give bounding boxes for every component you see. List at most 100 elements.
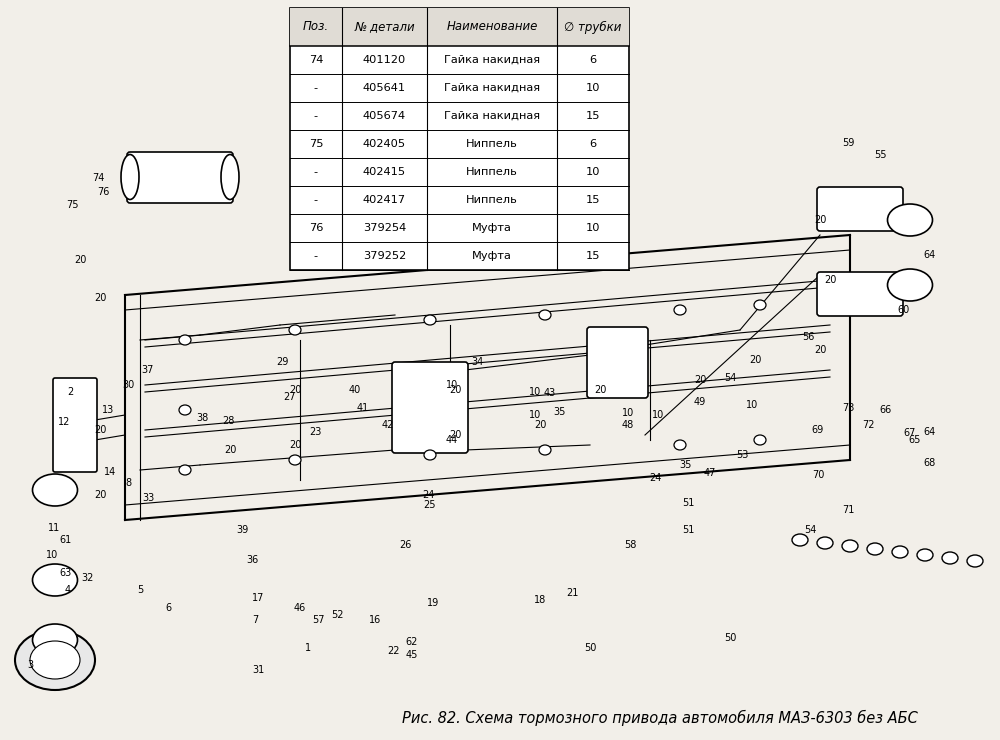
Text: № детали: № детали: [354, 21, 415, 33]
Text: 40: 40: [349, 385, 361, 395]
Text: 66: 66: [879, 405, 891, 415]
Text: 68: 68: [924, 458, 936, 468]
Ellipse shape: [15, 630, 95, 690]
Ellipse shape: [754, 300, 766, 310]
Text: 33: 33: [142, 493, 154, 503]
Text: 20: 20: [94, 293, 106, 303]
Text: Муфта: Муфта: [472, 223, 512, 233]
Text: 47: 47: [704, 468, 716, 478]
Text: 1: 1: [305, 643, 311, 653]
Text: 35: 35: [554, 407, 566, 417]
Text: Наименование: Наименование: [446, 21, 538, 33]
Ellipse shape: [32, 474, 78, 506]
Text: 62: 62: [406, 637, 418, 647]
Text: 45: 45: [406, 650, 418, 660]
Text: 20: 20: [824, 275, 836, 285]
Text: 2: 2: [67, 387, 73, 397]
Text: 20: 20: [814, 345, 826, 355]
Text: 6: 6: [165, 603, 171, 613]
Text: 10: 10: [46, 550, 58, 560]
Text: 20: 20: [94, 425, 106, 435]
Text: 16: 16: [369, 615, 381, 625]
Text: 24: 24: [649, 473, 661, 483]
Text: 6: 6: [589, 55, 597, 65]
Text: 379254: 379254: [363, 223, 406, 233]
Text: 74: 74: [92, 173, 104, 183]
Ellipse shape: [674, 440, 686, 450]
Text: 11: 11: [48, 523, 60, 533]
Text: Муфта: Муфта: [472, 251, 512, 261]
Text: 38: 38: [196, 413, 208, 423]
Text: 35: 35: [679, 460, 691, 470]
Text: 405674: 405674: [363, 111, 406, 121]
Text: 39: 39: [236, 525, 248, 535]
Text: 56: 56: [802, 332, 814, 342]
Text: 59: 59: [842, 138, 854, 148]
FancyBboxPatch shape: [817, 187, 903, 231]
Text: 20: 20: [289, 385, 301, 395]
Text: 20: 20: [94, 490, 106, 500]
Text: 20: 20: [749, 355, 761, 365]
Text: -: -: [314, 251, 318, 261]
Text: 25: 25: [424, 500, 436, 510]
Text: 20: 20: [224, 445, 236, 455]
Text: 64: 64: [924, 427, 936, 437]
Text: 10: 10: [746, 400, 758, 410]
Text: 37: 37: [142, 365, 154, 375]
Ellipse shape: [842, 540, 858, 552]
Text: 69: 69: [812, 425, 824, 435]
Ellipse shape: [179, 465, 191, 475]
Text: 71: 71: [842, 505, 854, 515]
Ellipse shape: [289, 325, 301, 335]
Ellipse shape: [792, 534, 808, 546]
Text: 20: 20: [534, 420, 546, 430]
Text: 54: 54: [804, 525, 816, 535]
Ellipse shape: [817, 537, 833, 549]
Ellipse shape: [539, 310, 551, 320]
Text: 24: 24: [422, 490, 434, 500]
Text: 41: 41: [357, 403, 369, 413]
Text: 10: 10: [652, 410, 664, 420]
Text: 51: 51: [682, 498, 694, 508]
Text: 61: 61: [60, 535, 72, 545]
Text: 21: 21: [566, 588, 578, 598]
Ellipse shape: [892, 546, 908, 558]
Text: -: -: [314, 167, 318, 177]
Text: 29: 29: [276, 357, 288, 367]
Text: Рис. 82. Схема тормозного привода автомобиля МАЗ-6303 без АБС: Рис. 82. Схема тормозного привода автомо…: [402, 710, 918, 726]
Text: 72: 72: [862, 420, 874, 430]
Text: 15: 15: [586, 195, 600, 205]
Text: 28: 28: [222, 416, 234, 426]
Text: 405641: 405641: [363, 83, 406, 93]
Ellipse shape: [917, 549, 933, 561]
Text: 70: 70: [812, 470, 824, 480]
Text: 51: 51: [682, 525, 694, 535]
Text: 75: 75: [309, 139, 323, 149]
Text: 10: 10: [622, 408, 634, 418]
Ellipse shape: [867, 543, 883, 555]
Text: 26: 26: [399, 540, 411, 550]
Text: 50: 50: [724, 633, 736, 643]
FancyBboxPatch shape: [587, 327, 648, 398]
Text: 6: 6: [589, 139, 597, 149]
Text: 27: 27: [284, 392, 296, 402]
Ellipse shape: [754, 435, 766, 445]
Ellipse shape: [539, 445, 551, 455]
Text: 31: 31: [252, 665, 264, 675]
Text: 3: 3: [27, 660, 33, 670]
Text: 14: 14: [104, 467, 116, 477]
Text: 20: 20: [814, 215, 826, 225]
Text: -: -: [314, 111, 318, 121]
Text: 67: 67: [904, 428, 916, 438]
Text: 63: 63: [60, 568, 72, 578]
Bar: [290, 8, 629, 46]
Text: 23: 23: [309, 427, 321, 437]
Text: 20: 20: [74, 255, 86, 265]
Ellipse shape: [942, 552, 958, 564]
Text: 401120: 401120: [363, 55, 406, 65]
Text: 10: 10: [586, 167, 600, 177]
Text: 43: 43: [544, 388, 556, 398]
Text: 10: 10: [529, 387, 541, 397]
Ellipse shape: [674, 305, 686, 315]
Text: 48: 48: [622, 420, 634, 430]
